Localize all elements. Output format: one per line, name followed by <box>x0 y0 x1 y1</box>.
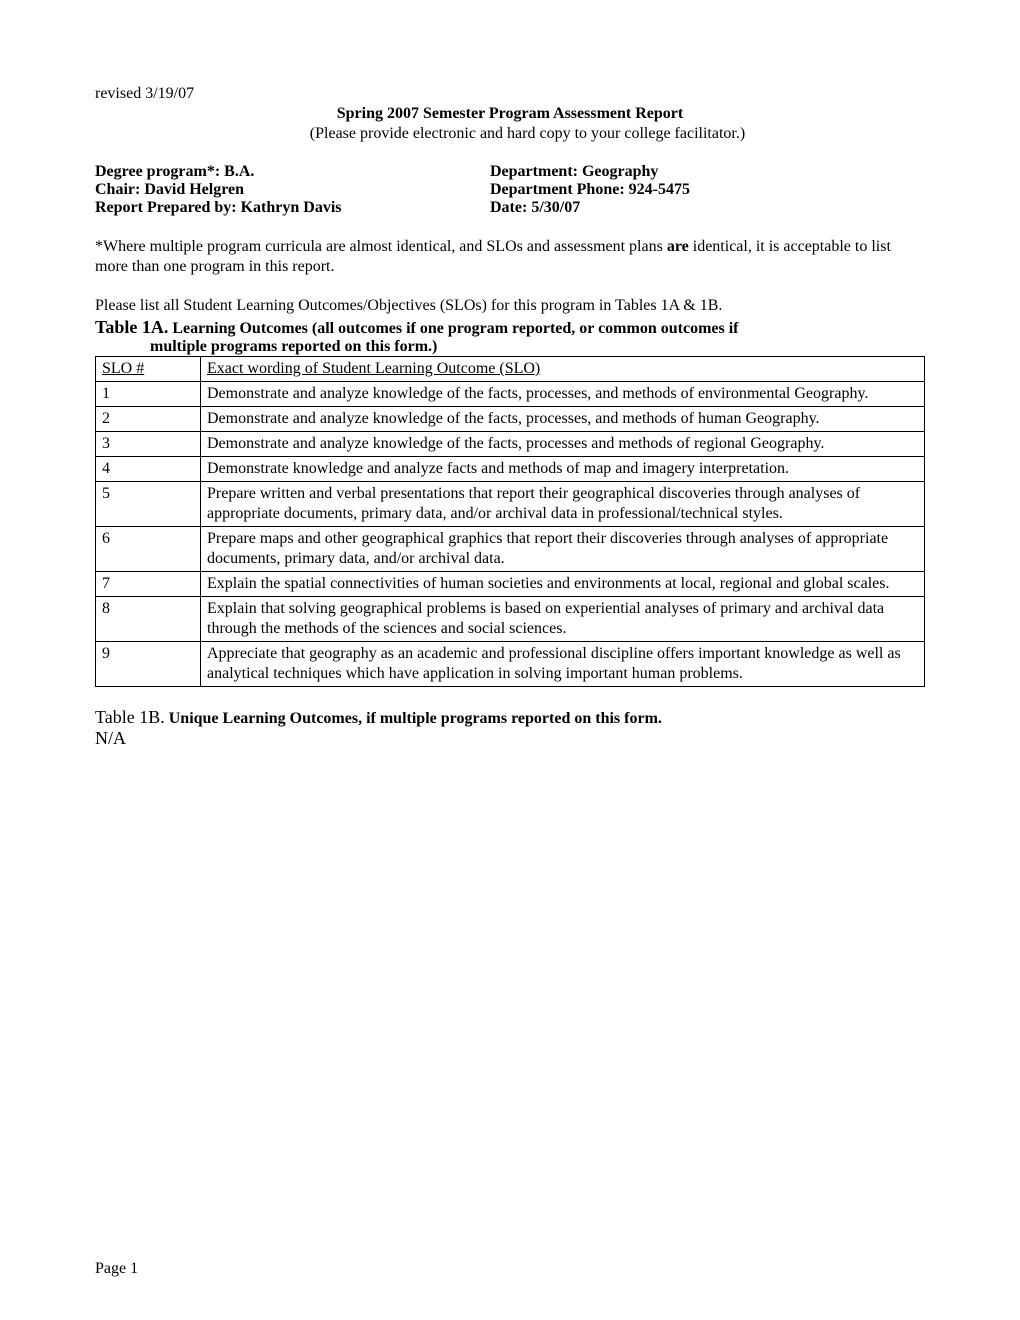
header-slo-num: SLO # <box>102 360 144 377</box>
slo-text: Appreciate that geography as an academic… <box>201 642 925 687</box>
table-1b-caption: Table 1B. Unique Learning Outcomes, if m… <box>95 707 925 728</box>
table-1b-section: Table 1B. Unique Learning Outcomes, if m… <box>95 707 925 749</box>
chair-label: Chair: <box>95 181 144 198</box>
date-value: 5/30/07 <box>531 199 580 216</box>
instruction-text: Please list all Student Learning Outcome… <box>95 297 925 315</box>
table-1a-caption-cont: multiple programs reported on this form.… <box>95 338 925 356</box>
dept-phone: Department Phone: 924-5475 <box>490 181 690 199</box>
info-row-chair-phone: Chair: David Helgren Department Phone: 9… <box>95 181 925 199</box>
prepared-by: Report Prepared by: Kathryn Davis <box>95 199 490 217</box>
table-row: 6 Prepare maps and other geographical gr… <box>96 527 925 572</box>
table-row: 7 Explain the spatial connectivities of … <box>96 572 925 597</box>
table-row: 2 Demonstrate and analyze knowledge of t… <box>96 407 925 432</box>
slo-text: Demonstrate and analyze knowledge of the… <box>201 382 925 407</box>
info-row-prep-date: Report Prepared by: Kathryn Davis Date: … <box>95 199 925 217</box>
table-header-row: SLO # Exact wording of Student Learning … <box>96 357 925 382</box>
footnote-text: *Where multiple program curricula are al… <box>95 237 925 277</box>
slo-number: 3 <box>96 432 201 457</box>
slo-text: Demonstrate knowledge and analyze facts … <box>201 457 925 482</box>
degree-program: Degree program*: B.A. <box>95 163 490 181</box>
department: Department: Geography <box>490 163 658 181</box>
slo-number: 1 <box>96 382 201 407</box>
slo-text: Explain the spatial connectivities of hu… <box>201 572 925 597</box>
degree-value: B.A. <box>224 163 254 180</box>
table-row: 8 Explain that solving geographical prob… <box>96 597 925 642</box>
degree-label: Degree program*: <box>95 163 224 180</box>
note-before: *Where multiple program curricula are al… <box>95 238 667 255</box>
table-row: 5 Prepare written and verbal presentatio… <box>96 482 925 527</box>
slo-number: 2 <box>96 407 201 432</box>
slo-number: 7 <box>96 572 201 597</box>
header-slo-text: Exact wording of Student Learning Outcom… <box>207 360 540 377</box>
table-row: 4 Demonstrate knowledge and analyze fact… <box>96 457 925 482</box>
table-1a-lead: Table 1A. <box>95 317 168 337</box>
table-1b-rest: Unique Learning Outcomes, if multiple pr… <box>165 710 662 727</box>
slo-text: Demonstrate and analyze knowledge of the… <box>201 432 925 457</box>
slo-text: Prepare written and verbal presentations… <box>201 482 925 527</box>
revised-date: revised 3/19/07 <box>95 85 925 103</box>
slo-number: 4 <box>96 457 201 482</box>
document-title: Spring 2007 Semester Program Assessment … <box>95 105 925 123</box>
chair: Chair: David Helgren <box>95 181 490 199</box>
table-row: 9 Appreciate that geography as an academ… <box>96 642 925 687</box>
info-row-degree-dept: Degree program*: B.A. Department: Geogra… <box>95 163 925 181</box>
dept-label: Department: <box>490 163 582 180</box>
slo-text: Explain that solving geographical proble… <box>201 597 925 642</box>
note-are: are <box>667 238 689 255</box>
document-subtitle: (Please provide electronic and hard copy… <box>95 125 925 143</box>
table-1a-rest: Learning Outcomes (all outcomes if one p… <box>168 320 738 337</box>
phone-label: Department Phone: <box>490 181 629 198</box>
slo-number: 8 <box>96 597 201 642</box>
table-row: 1 Demonstrate and analyze knowledge of t… <box>96 382 925 407</box>
prep-value: Kathryn Davis <box>241 199 342 216</box>
table-1a: SLO # Exact wording of Student Learning … <box>95 356 925 687</box>
phone-value: 924-5475 <box>629 181 690 198</box>
report-date: Date: 5/30/07 <box>490 199 580 217</box>
table-1a-caption: Table 1A. Learning Outcomes (all outcome… <box>95 317 925 338</box>
prep-label: Report Prepared by: <box>95 199 241 216</box>
table-row: 3 Demonstrate and analyze knowledge of t… <box>96 432 925 457</box>
slo-number: 6 <box>96 527 201 572</box>
slo-number: 5 <box>96 482 201 527</box>
slo-text: Prepare maps and other geographical grap… <box>201 527 925 572</box>
table-1b-na: N/A <box>95 728 925 749</box>
date-label: Date: <box>490 199 531 216</box>
page-number: Page 1 <box>95 1260 138 1278</box>
table-1b-lead: Table 1B. <box>95 707 165 727</box>
chair-value: David Helgren <box>144 181 244 198</box>
slo-text: Demonstrate and analyze knowledge of the… <box>201 407 925 432</box>
slo-number: 9 <box>96 642 201 687</box>
dept-value: Geography <box>582 163 658 180</box>
